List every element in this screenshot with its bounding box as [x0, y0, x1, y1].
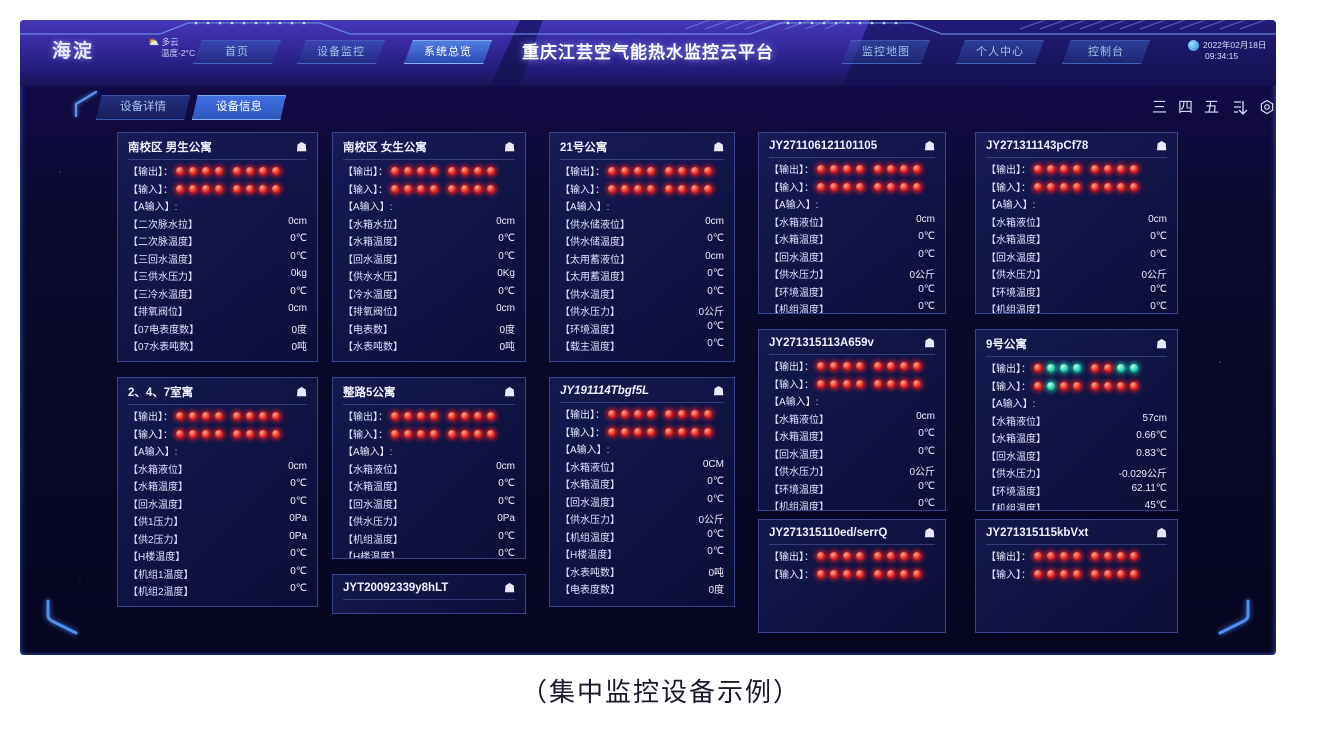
svg-text:五: 五	[1204, 99, 1219, 116]
svg-text:三: 三	[1152, 99, 1167, 116]
svg-text:四: 四	[1178, 99, 1193, 116]
